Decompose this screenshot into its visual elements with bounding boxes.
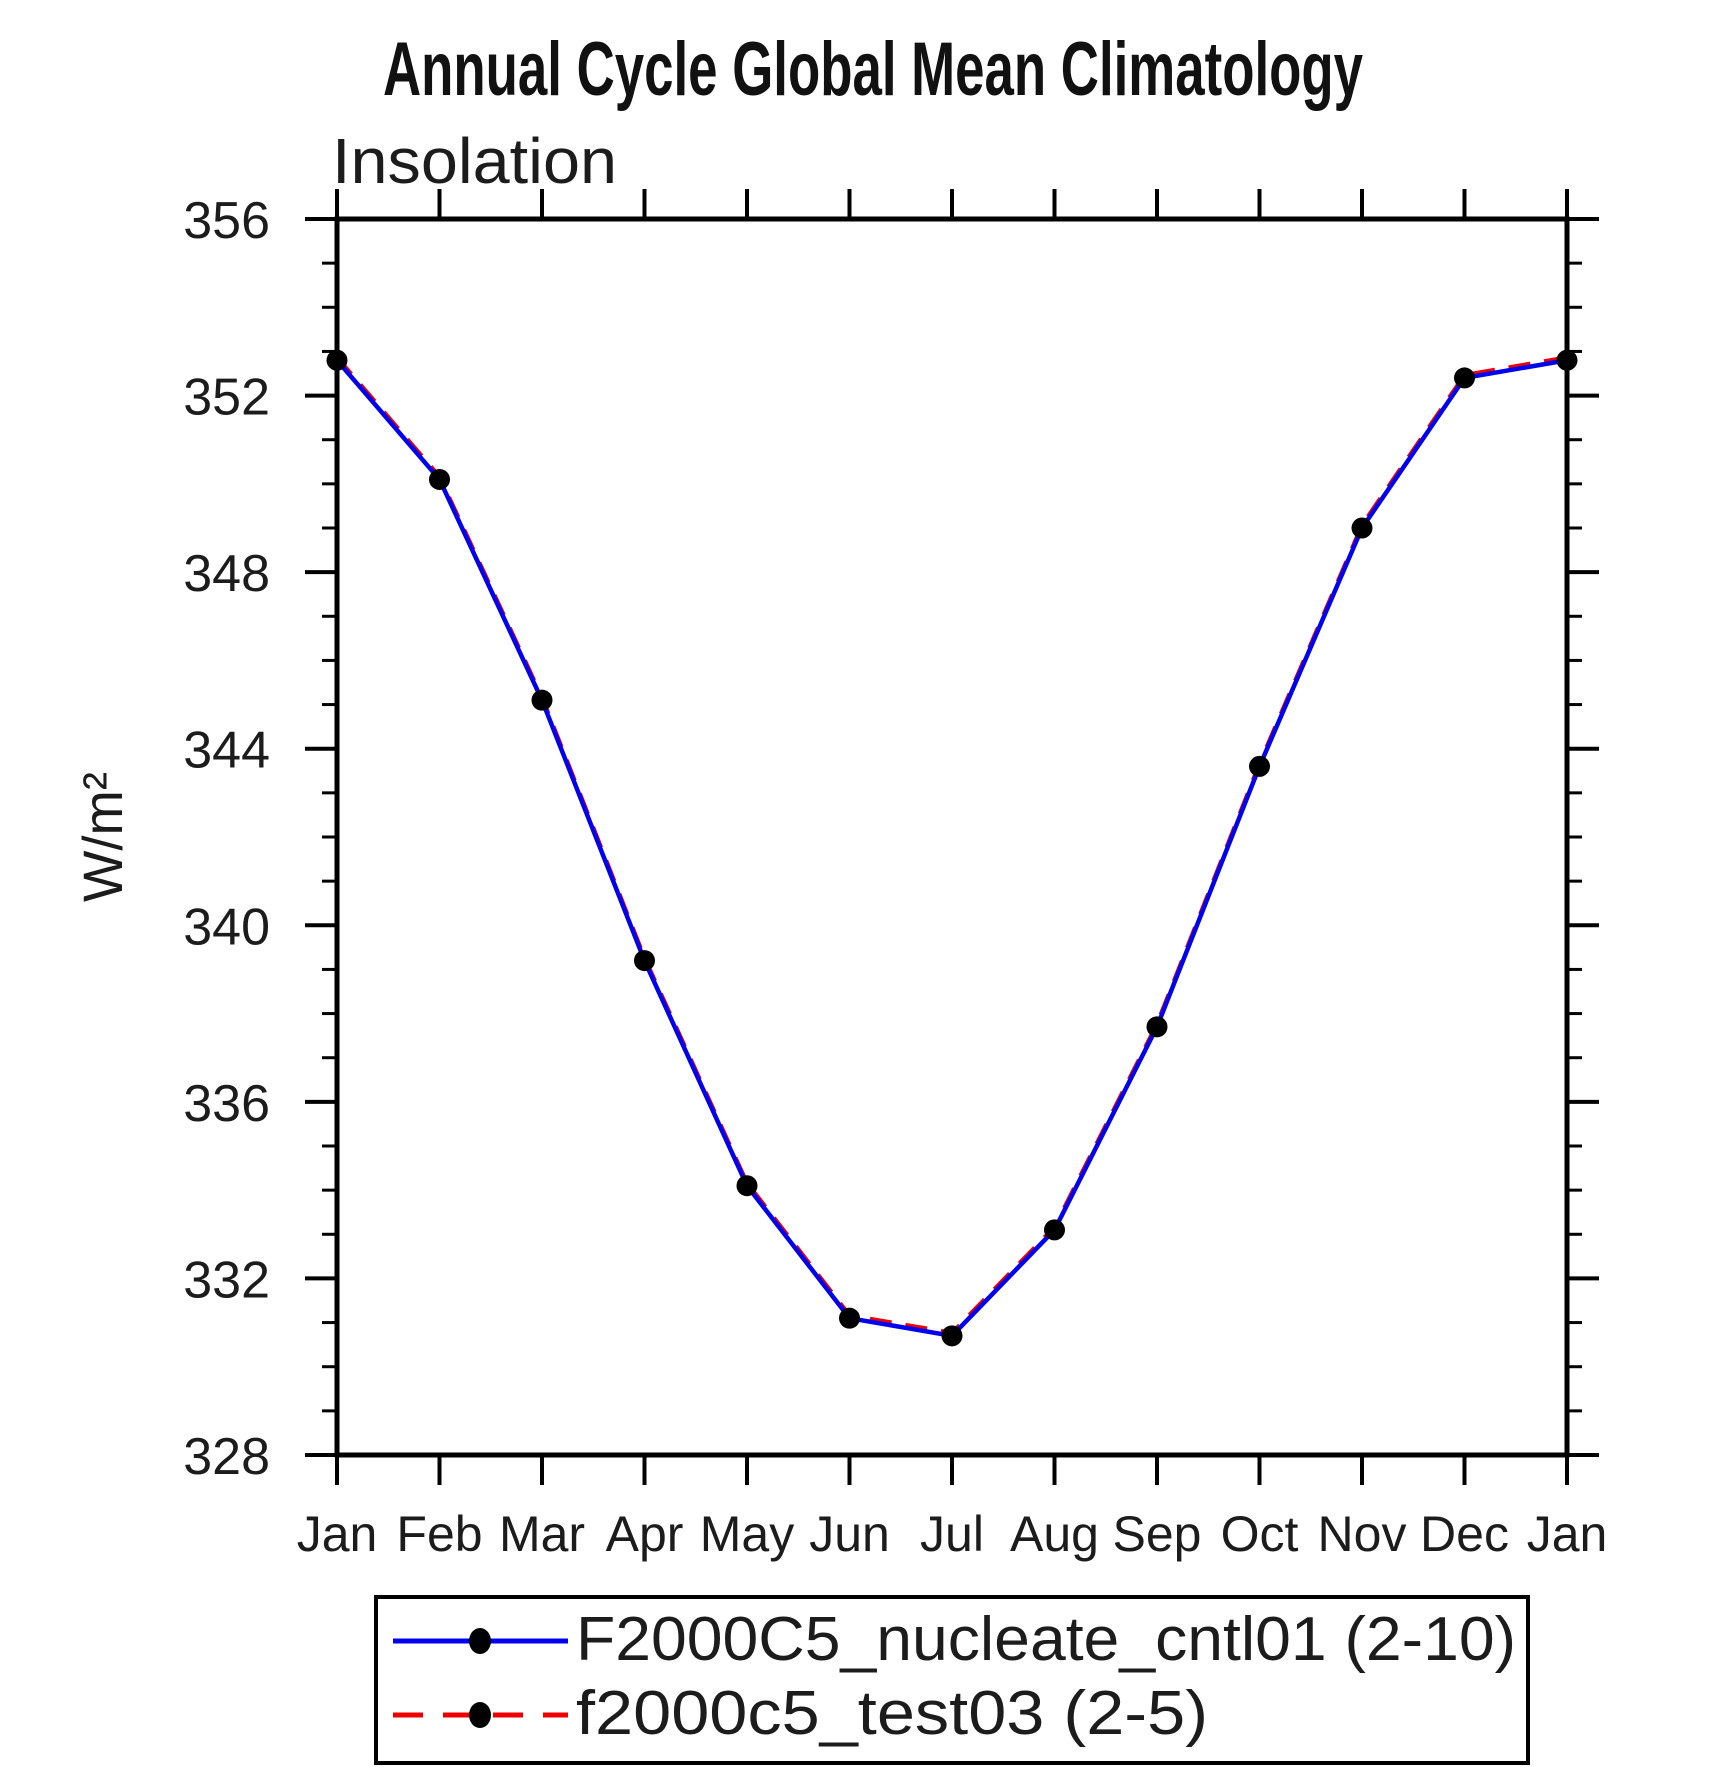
y-tick-label: 336	[183, 1075, 270, 1133]
x-tick-label: Aug	[1010, 1506, 1099, 1562]
legend-label-control: F2000C5_nucleate_cntl01 (2-10)	[576, 1605, 1516, 1674]
data-point-marker	[1249, 755, 1270, 777]
legend-entry-test: f2000c5_test03 (2-5)	[393, 1679, 1208, 1748]
data-point-marker	[1044, 1219, 1065, 1241]
legend-marker-circle	[469, 1628, 491, 1654]
data-point-marker	[1454, 367, 1475, 389]
x-tick-label: Mar	[499, 1506, 585, 1562]
legend-marker-circle	[469, 1702, 491, 1728]
y-tick-label: 352	[183, 369, 270, 427]
x-tick-label: Feb	[396, 1506, 482, 1562]
x-tick-label: Jan	[297, 1506, 378, 1562]
data-point-marker	[941, 1325, 963, 1347]
x-tick-label: May	[700, 1506, 794, 1562]
x-tick-label: Oct	[1221, 1506, 1299, 1562]
x-tick-label: Jun	[809, 1506, 890, 1562]
x-tick-label: Jan	[1527, 1506, 1608, 1562]
y-tick-label: 340	[183, 898, 270, 956]
data-point-marker	[839, 1307, 860, 1329]
x-tick-label: Sep	[1113, 1506, 1202, 1562]
y-tick-label: 332	[183, 1251, 270, 1309]
series-line-nucleate-cntl01	[335, 358, 1568, 1339]
data-point-marker	[429, 468, 450, 490]
series-line-test03-dashed	[335, 355, 1568, 1335]
legend-box: F2000C5_nucleate_cntl01 (2-10) f2000c5_t…	[374, 1595, 1530, 1765]
x-tick-label: Jul	[920, 1506, 984, 1562]
data-point-marker	[531, 689, 553, 711]
y-tick-label: 344	[183, 722, 270, 780]
legend-entry-control: F2000C5_nucleate_cntl01 (2-10)	[393, 1605, 1516, 1674]
data-point-marker	[1146, 1016, 1168, 1038]
data-point-marker	[1351, 517, 1373, 539]
plot-frame	[334, 216, 1570, 1458]
y-tick-label: 356	[183, 192, 270, 250]
x-tick-label: Dec	[1420, 1506, 1509, 1562]
data-point-marker	[736, 1175, 758, 1197]
x-tick-label: Apr	[606, 1506, 684, 1562]
legend-border	[374, 1595, 1530, 1765]
page-title: Annual Cycle Global Mean Climatology	[383, 27, 1363, 112]
x-tick-label: Nov	[1318, 1506, 1407, 1562]
legend-label-test: f2000c5_test03 (2-5)	[576, 1679, 1208, 1748]
y-axis-label: W/m²	[71, 772, 134, 902]
chart-subtitle: Insolation	[332, 125, 617, 197]
plot-area: 328 332 336 340 344 348 352 356 Jan Feb Mar Apr May J…	[183, 189, 1607, 1562]
y-tick-label: 348	[183, 545, 270, 603]
y-tick-label: 328	[183, 1428, 270, 1486]
data-point-marker	[634, 950, 655, 972]
